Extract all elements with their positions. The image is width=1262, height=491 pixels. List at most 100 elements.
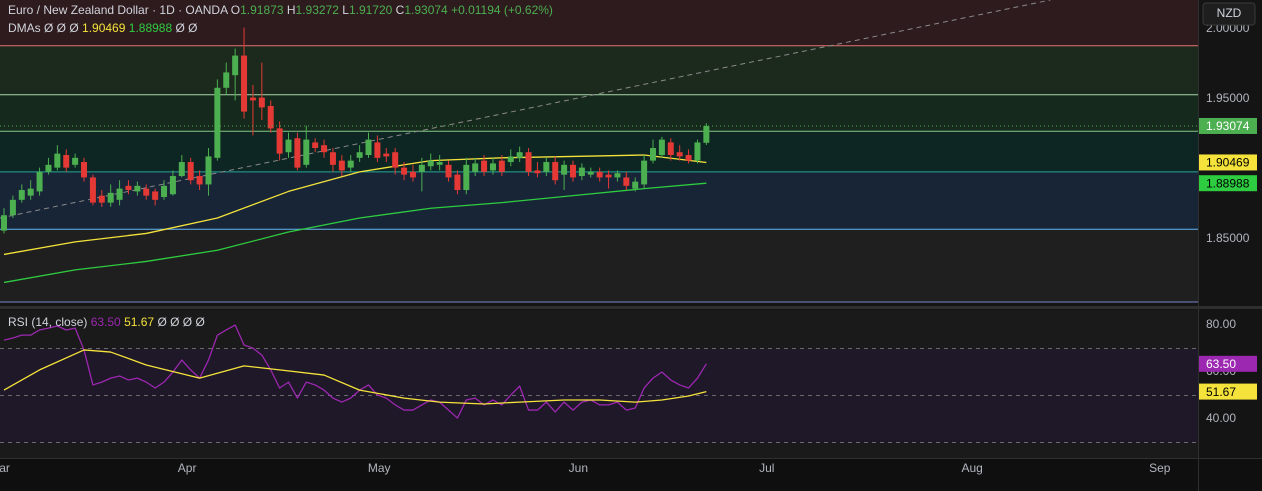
price-pane	[0, 0, 1198, 303]
x-tick-label: Jun	[569, 461, 588, 475]
moving-average-badge	[1199, 175, 1257, 192]
level-zone	[0, 229, 1198, 303]
rsi-tick-label: 80.00	[1206, 317, 1236, 331]
moving-average-label: 1.88988	[1206, 176, 1250, 190]
candle-body	[534, 170, 541, 174]
candle-body	[650, 148, 657, 161]
candle-body	[107, 192, 114, 203]
candle-body	[267, 106, 274, 129]
candle-body	[436, 162, 443, 165]
candle-body	[392, 152, 399, 168]
candle-body	[303, 139, 310, 165]
candle-body	[543, 162, 550, 172]
candle-body	[134, 185, 141, 192]
level-zone	[0, 0, 1198, 46]
candle-body	[45, 164, 52, 172]
candle-body	[214, 87, 221, 158]
currency-button[interactable]: NZD	[1202, 2, 1256, 26]
candle-body	[418, 164, 425, 172]
dma-empty: Ø Ø	[176, 21, 198, 35]
close-label: C	[396, 3, 405, 17]
rsi-label: RSI (14, close)	[8, 315, 87, 329]
candle-body	[1, 215, 8, 231]
symbol-title: Euro / New Zealand Dollar · 1D · OANDA	[8, 3, 228, 17]
dma-legend: DMAs Ø Ø Ø 1.90469 1.88988 Ø Ø	[8, 21, 198, 35]
low-value: 1.91720	[349, 3, 393, 17]
dma-label: DMAs	[8, 21, 41, 35]
candle-body	[694, 142, 701, 161]
dma-value: 1.88988	[129, 21, 173, 35]
level-zone	[0, 131, 1198, 172]
moving-average-line	[3, 182, 707, 284]
dma-value: 1.90469	[82, 21, 126, 35]
candle-body	[401, 167, 408, 175]
time-axis-background	[0, 458, 1262, 491]
candle-body	[258, 97, 265, 108]
y-tick-label: 1.85000	[1206, 231, 1250, 245]
candle-body	[36, 171, 43, 192]
open-value: 1.91873	[240, 3, 284, 17]
currency-button-frame[interactable]	[1202, 2, 1256, 26]
candle-body	[374, 142, 381, 158]
candle-body	[489, 163, 496, 171]
open-label: O	[231, 3, 240, 17]
candle-body	[463, 164, 470, 191]
change-value: +0.01194 (+0.62%)	[451, 3, 553, 17]
candle-body	[383, 153, 390, 157]
x-tick-label: Jul	[759, 461, 774, 475]
candle-body	[241, 55, 248, 112]
candle-body	[605, 174, 612, 178]
candle-body	[552, 162, 559, 181]
dma-empty: Ø Ø Ø	[44, 21, 79, 35]
trend-line	[0, 0, 1051, 219]
candle-body	[18, 190, 25, 200]
x-tick-label: Sep	[1149, 461, 1171, 475]
last-price-badge	[1199, 117, 1257, 134]
candle-body	[152, 191, 159, 200]
rsi-badge	[1199, 355, 1257, 372]
symbol-legend: Euro / New Zealand Dollar · 1D · OANDA O…	[8, 3, 553, 17]
candle-body	[658, 139, 665, 156]
moving-average-line	[3, 154, 707, 256]
candle-body	[641, 160, 648, 185]
candle-body	[365, 139, 372, 156]
candle-body	[587, 171, 594, 175]
x-tick-label: Mar	[0, 461, 10, 475]
currency-label[interactable]: NZD	[1217, 6, 1242, 20]
candle-body	[72, 157, 79, 165]
level-zone	[0, 45, 1198, 95]
rsi-label: 63.50	[1206, 357, 1236, 371]
moving-average-label: 1.90469	[1206, 156, 1250, 170]
candle-body	[525, 152, 532, 172]
candle-body	[632, 181, 639, 189]
rsi-value: 63.50	[91, 315, 121, 329]
candle-body	[481, 160, 488, 172]
candle-body	[329, 152, 336, 165]
level-zone	[0, 94, 1198, 132]
candle-body	[178, 162, 185, 177]
candle-body	[614, 173, 621, 178]
candle-body	[312, 142, 319, 149]
candle-body	[116, 188, 123, 200]
candle-body	[187, 162, 194, 181]
rsi-legend: RSI (14, close) 63.50 51.67 Ø Ø Ø Ø	[8, 315, 205, 329]
candle-body	[125, 185, 132, 191]
x-tick-label: Aug	[962, 461, 983, 475]
close-value: 1.93074	[404, 3, 448, 17]
rsi-ma-label: 51.67	[1206, 385, 1236, 399]
candle-body	[143, 188, 150, 196]
candle-body	[27, 188, 34, 196]
candle-body	[561, 164, 568, 175]
moving-average-badge	[1199, 154, 1257, 171]
candle-body	[472, 163, 479, 172]
candle-body	[63, 155, 70, 168]
rsi-empty: Ø Ø Ø Ø	[157, 315, 204, 329]
rsi-band-fill	[0, 348, 1198, 443]
y-tick-label: 1.95000	[1206, 91, 1250, 105]
candle-body	[232, 55, 239, 76]
candle-body	[54, 153, 61, 168]
candle-body	[249, 97, 256, 101]
x-tick-label: Apr	[178, 461, 197, 475]
candle-body	[169, 176, 176, 195]
